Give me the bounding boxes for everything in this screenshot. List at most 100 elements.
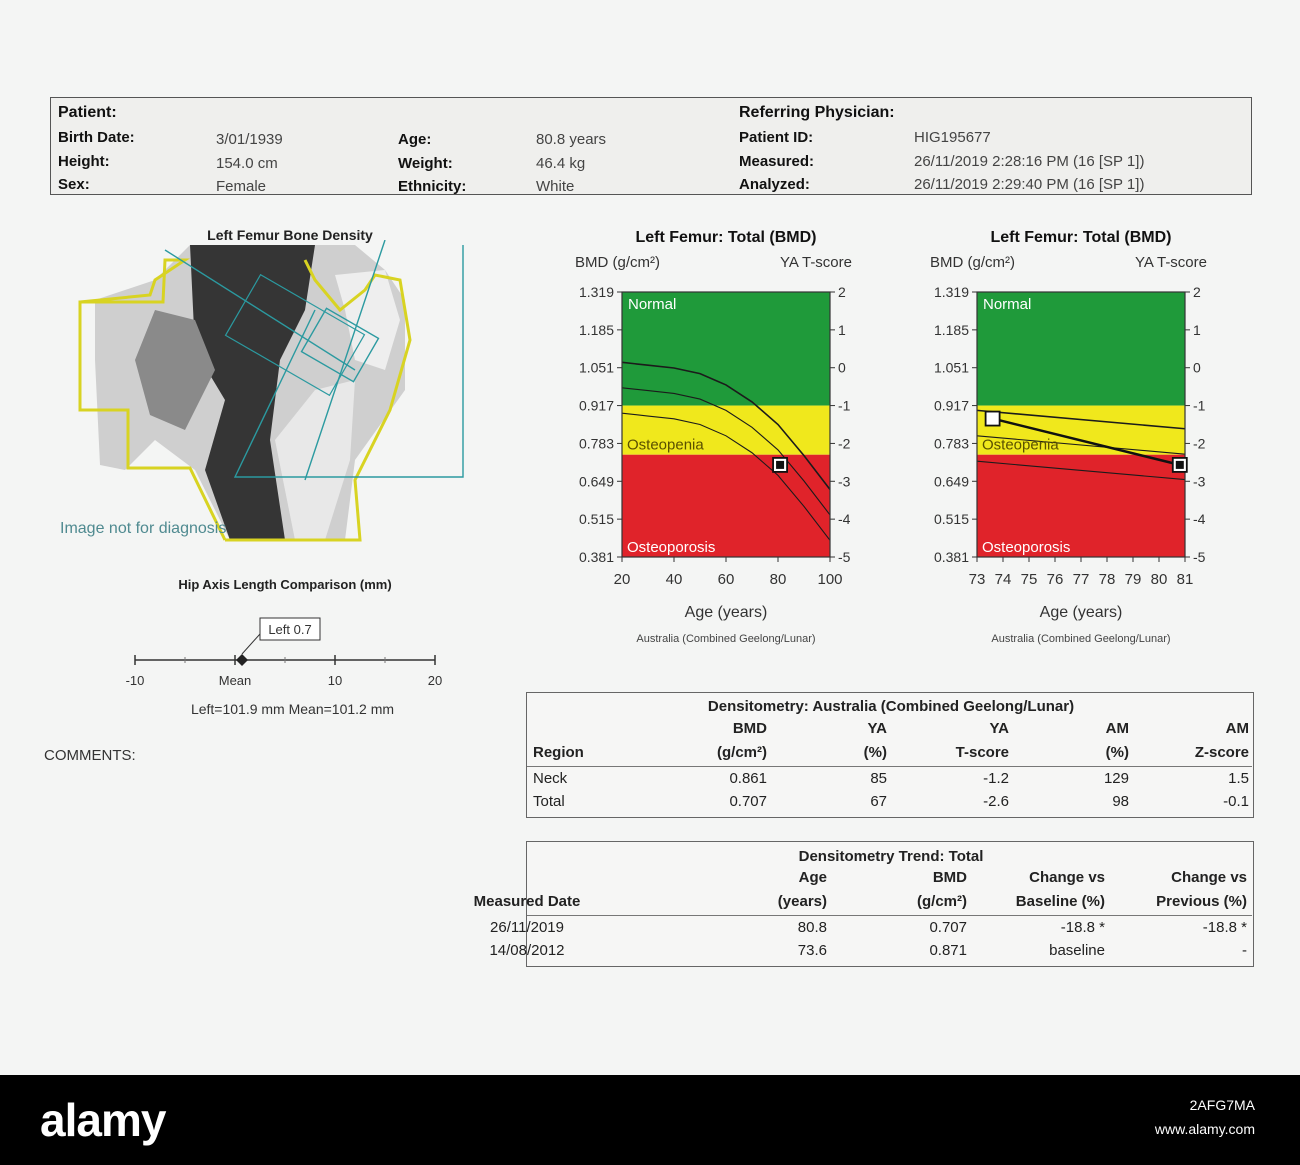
column-header: YA: [867, 720, 887, 737]
y-tick-label: 1.185: [934, 322, 969, 338]
stock-footer: alamy 2AFG7MA www.alamy.com: [0, 1075, 1300, 1165]
y2-tick-label: -2: [1193, 435, 1206, 451]
x-tick-label: 80: [1151, 571, 1168, 588]
zone-label-osteopenia: Osteopenia: [627, 437, 704, 454]
column-header: Change vs: [1171, 869, 1247, 886]
column-header: (years): [777, 893, 827, 910]
y-tick-label: 1.051: [934, 360, 969, 376]
column-header: BMD: [932, 869, 967, 886]
zone-osteoporosis: [977, 454, 1185, 557]
y-tick-label: 1.185: [579, 322, 614, 338]
column-header: (g/cm²): [917, 893, 967, 910]
chart-y-label: BMD (g/cm²): [575, 254, 660, 271]
reference-curve: [976, 435, 1186, 455]
column-header: Baseline (%): [1015, 893, 1105, 910]
chart-y-label: BMD (g/cm²): [930, 254, 1015, 271]
y-tick-label: 0.649: [579, 473, 614, 489]
ethnicity-label: Ethnicity:: [398, 178, 467, 195]
hip-axis-chart: -10 Mean 10 20 Left 0.7: [126, 617, 442, 688]
y2-tick-label: -5: [838, 549, 851, 565]
column-header: (%): [863, 744, 887, 761]
bmd-chart-trend: Left Femur: Total (BMD) BMD (g/cm²) YA T-s…: [930, 229, 1207, 645]
column-header: AM: [1225, 720, 1249, 737]
sex-label: Sex:: [58, 176, 90, 193]
densitometry-table: Densitometry: Australia (Combined Geelon…: [526, 692, 1254, 818]
table-cell: 85: [870, 770, 887, 787]
chart-footnote: Australia (Combined Geelong/Lunar): [636, 633, 815, 645]
table-cell: baseline: [1049, 942, 1105, 959]
zone-label-osteopenia: Osteopenia: [982, 437, 1059, 454]
zone-label-normal: Normal: [983, 296, 1031, 313]
trend-table: Densitometry Trend: Total Age BMD Change v…: [474, 841, 1254, 967]
data-point-fill: [776, 460, 785, 469]
y2-tick-label: -2: [838, 435, 851, 451]
table-cell: 73.6: [797, 942, 827, 959]
y-tick-label: 1.051: [579, 360, 614, 376]
patient-id-value: HIG195677: [914, 129, 991, 146]
zone-normal: [977, 292, 1185, 406]
x-tick-label: 20: [614, 571, 631, 588]
ethnicity-value: White: [536, 178, 575, 195]
chart-title: Left Femur: Total (BMD): [990, 229, 1171, 246]
y2-tick-label: -5: [1193, 549, 1206, 565]
hip-axis-marker-leader: [241, 633, 261, 655]
column-header: Change vs: [1029, 869, 1105, 886]
column-header: Measured Date: [473, 893, 581, 910]
age-value: 80.8 years: [536, 131, 607, 148]
footer-url: www.alamy.com: [1154, 1121, 1255, 1137]
zone-label-normal: Normal: [628, 296, 676, 313]
hip-axis-tick-label: -10: [126, 673, 145, 688]
hip-axis-title: Hip Axis Length Comparison (mm): [178, 577, 392, 592]
y2-tick-label: -1: [838, 398, 851, 414]
y-tick-label: 0.649: [934, 473, 969, 489]
row-label: 26/11/2019: [490, 919, 564, 936]
birth-date-value: 3/01/1939: [216, 131, 283, 148]
scan-title: Left Femur Bone Density: [207, 227, 373, 243]
y2-tick-label: -1: [1193, 398, 1206, 414]
table-cell: 0.707: [929, 919, 967, 936]
scan-disclaimer: Image not for diagnosis: [60, 520, 226, 537]
y-tick-label: 1.319: [579, 284, 614, 300]
column-header: Previous (%): [1156, 893, 1247, 910]
table-cell: -18.8 *: [1202, 919, 1247, 936]
row-label: Neck: [533, 770, 568, 787]
table-cell: 129: [1103, 770, 1129, 787]
hip-axis-marker-label: Left 0.7: [268, 622, 311, 637]
chart-title: Left Femur: Total (BMD): [635, 229, 816, 246]
y-tick-label: 0.783: [934, 435, 969, 451]
column-header: T-score: [955, 744, 1009, 761]
trend-line: [992, 417, 1181, 467]
y2-tick-label: 0: [838, 360, 846, 376]
x-tick-label: 80: [770, 571, 787, 588]
y-tick-label: 0.381: [934, 549, 969, 565]
y2-tick-label: 0: [1193, 360, 1201, 376]
table-cell: 67: [870, 793, 887, 810]
hip-axis-tick-label: Mean: [219, 673, 252, 688]
x-tick-label: 78: [1099, 571, 1116, 588]
data-point: [984, 410, 1001, 427]
table-cell: -18.8 *: [1060, 919, 1105, 936]
y-tick-label: 1.319: [934, 284, 969, 300]
reference-curve: [621, 361, 831, 490]
y-tick-label: 0.381: [579, 549, 614, 565]
table-cell: 0.861: [729, 770, 767, 787]
y-tick-label: 0.917: [934, 398, 969, 414]
y2-tick-label: -3: [838, 473, 851, 489]
hip-axis-marker: [236, 654, 248, 666]
y-tick-label: 0.917: [579, 398, 614, 414]
reference-curve: [976, 460, 1186, 481]
referring-physician-label: Referring Physician:: [739, 104, 895, 121]
x-tick-label: 100: [817, 571, 842, 588]
chart-x-label: Age (years): [685, 604, 768, 621]
table-cell: 0.707: [729, 793, 767, 810]
analyzed-label: Analyzed:: [739, 176, 810, 193]
table-cell: 1.5: [1228, 770, 1249, 787]
zone-label-osteoporosis: Osteoporosis: [982, 539, 1070, 556]
densitometry-title: Densitometry: Australia (Combined Geelon…: [707, 698, 1075, 715]
patient-id-label: Patient ID:: [739, 129, 814, 146]
height-value: 154.0 cm: [216, 155, 278, 172]
analyzed-value: 26/11/2019 2:29:40 PM (16 [SP 1]): [914, 176, 1145, 193]
reference-curve: [621, 387, 831, 516]
femur-scan-image: Image not for diagnosis: [60, 240, 464, 542]
table-cell: -0.1: [1223, 793, 1249, 810]
